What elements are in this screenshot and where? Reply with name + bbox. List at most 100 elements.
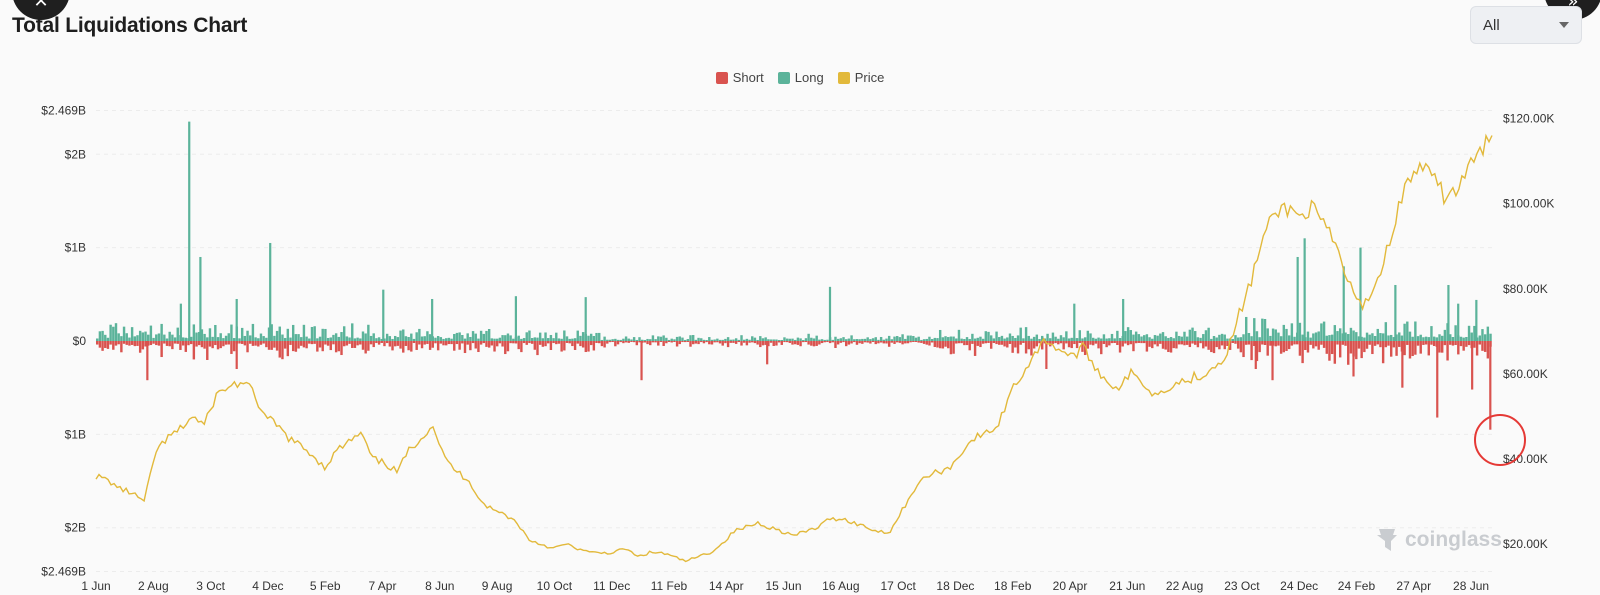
short-bar [243,341,247,346]
long-bar [1239,337,1243,341]
long-bar [485,330,488,341]
short-bar [947,341,950,349]
short-bar [941,341,945,349]
short-bar [1151,341,1154,349]
long-bar [845,339,848,341]
long-bar [568,338,571,341]
short-bar [955,341,958,344]
short-bar [321,341,324,352]
short-bar [635,341,639,346]
long-bar [1263,318,1267,341]
short-bar [686,341,690,342]
long-bar [1269,335,1272,341]
short-bar [767,341,770,347]
long-bar [249,335,252,341]
long-bar [981,338,985,341]
long-bar [804,338,808,341]
short-bar [1089,341,1092,345]
long-bar [1091,337,1095,341]
long-bar [890,339,894,341]
long-bar [879,336,883,341]
long-bar [675,336,679,341]
long-bar [565,336,569,341]
short-bar [1277,341,1280,346]
short-bar [944,341,947,347]
short-bar [112,341,115,350]
short-bar [581,341,585,348]
long-bar [1459,336,1463,341]
short-bar [490,341,494,346]
short-bar [1140,341,1143,344]
range-select[interactable]: All [1470,6,1582,44]
short-bar [1389,341,1393,357]
collapse-icon[interactable]: ✕ [12,0,70,20]
long-bar [772,339,775,341]
short-bar [1226,341,1229,347]
legend-label-long: Long [794,70,824,85]
short-bar [428,341,432,350]
long-bar [893,336,896,341]
short-bar [973,341,977,356]
short-bar [1102,341,1106,344]
x-tick-label: 1 Jun [81,579,110,593]
short-bar [1424,341,1428,345]
short-bar [404,341,408,346]
long-bar [917,336,920,341]
long-bar [780,339,783,341]
short-bar [109,341,112,345]
y-left-tick-label: $2B [65,521,86,535]
short-bar [1408,341,1412,359]
short-bar [568,341,571,344]
x-tick-label: 18 Dec [936,579,974,593]
legend-item-long[interactable]: Long [777,70,824,85]
long-bar [1231,338,1235,341]
long-bar [171,334,174,341]
short-bar [334,341,338,353]
long-bar [726,337,730,341]
long-spike-bar [584,297,587,341]
long-bar [496,338,499,341]
long-bar [176,327,179,341]
long-bar [1373,336,1377,341]
legend-item-short[interactable]: Short [715,70,764,85]
short-bar [718,341,722,344]
long-spike-bar [1073,303,1076,341]
long-bar [667,339,671,341]
short-bar [1086,341,1090,349]
long-bar [839,338,843,341]
short-bar [1328,341,1331,361]
short-bar [96,341,99,345]
long-bar [992,338,996,341]
short-bar [753,341,757,344]
long-bar [1344,332,1347,341]
short-bar [587,341,590,352]
long-bar [1199,337,1202,341]
short-bar [1153,341,1157,345]
long-bar [1435,337,1439,341]
short-bar [632,341,636,343]
long-bar [1226,338,1229,341]
short-bar [1443,341,1447,346]
short-bar [514,341,518,344]
long-bar [968,338,971,341]
short-bar [214,341,217,346]
long-bar [820,339,824,341]
short-bar [933,341,937,347]
long-bar [141,332,145,341]
short-bar [195,341,198,347]
short-bar [930,341,934,343]
short-bar [1373,341,1377,346]
legend-item-price[interactable]: Price [837,70,884,85]
short-bar [479,341,483,345]
short-bar [619,341,622,343]
long-bar [643,339,647,341]
long-bar [1057,338,1060,341]
long-bar [957,329,961,341]
short-bar [670,341,673,343]
short-bar [308,341,311,344]
short-bar [1269,341,1272,346]
short-bar [769,341,773,343]
long-spike-bar [1359,247,1362,341]
long-bar [364,333,367,341]
